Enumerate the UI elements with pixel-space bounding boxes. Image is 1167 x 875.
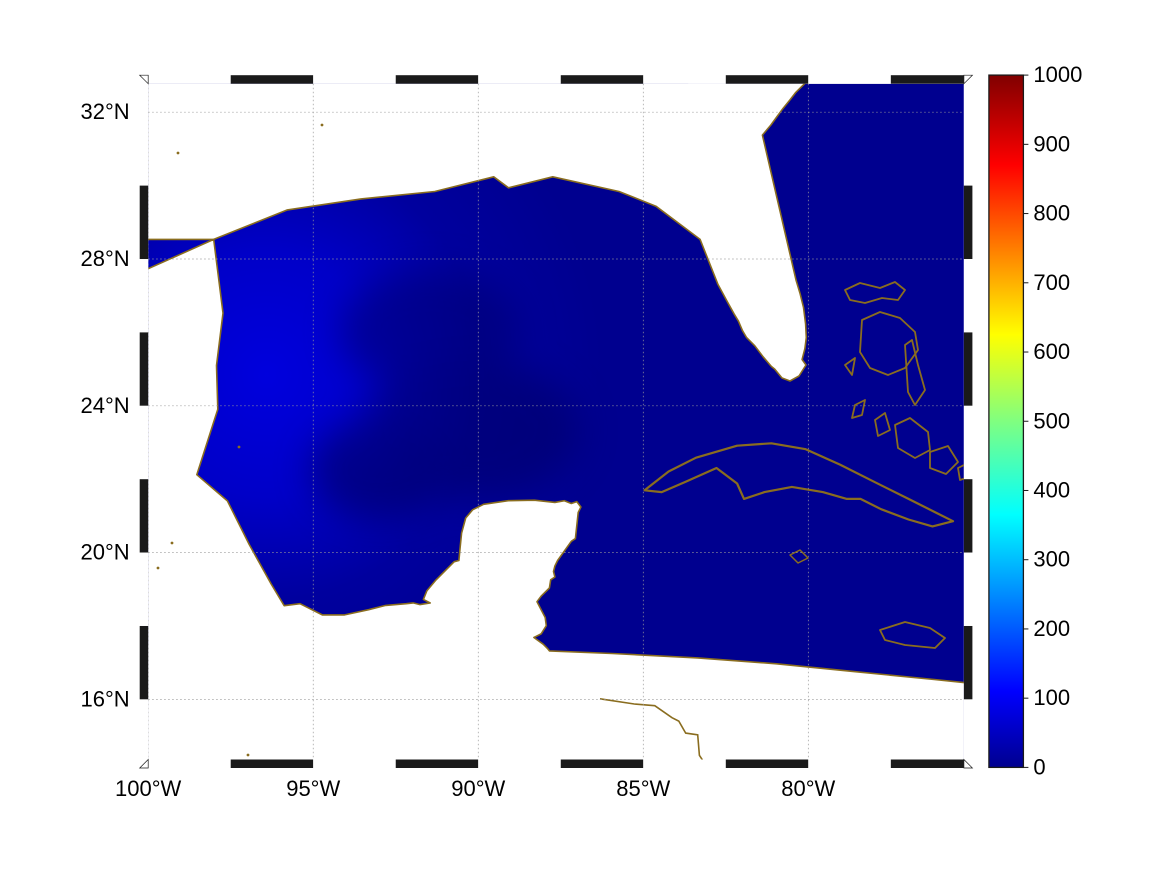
svg-text:200: 200 [1033, 616, 1070, 641]
svg-text:80°W: 80°W [781, 776, 835, 801]
svg-text:24°N: 24°N [81, 393, 130, 418]
svg-text:300: 300 [1033, 547, 1070, 572]
svg-text:90°W: 90°W [451, 776, 505, 801]
svg-text:500: 500 [1033, 408, 1070, 433]
svg-text:600: 600 [1033, 339, 1070, 364]
svg-text:85°W: 85°W [616, 776, 670, 801]
svg-text:800: 800 [1033, 201, 1070, 226]
svg-text:1000: 1000 [1033, 62, 1082, 87]
svg-text:900: 900 [1033, 131, 1070, 156]
svg-text:20°N: 20°N [81, 540, 130, 565]
svg-text:95°W: 95°W [286, 776, 340, 801]
svg-text:28°N: 28°N [81, 246, 130, 271]
svg-text:400: 400 [1033, 477, 1070, 502]
svg-text:700: 700 [1033, 270, 1070, 295]
svg-text:16°N: 16°N [81, 686, 130, 711]
svg-text:32°N: 32°N [81, 99, 130, 124]
svg-text:100°W: 100°W [115, 776, 182, 801]
svg-text:100: 100 [1033, 685, 1070, 710]
svg-text:0: 0 [1033, 754, 1045, 779]
